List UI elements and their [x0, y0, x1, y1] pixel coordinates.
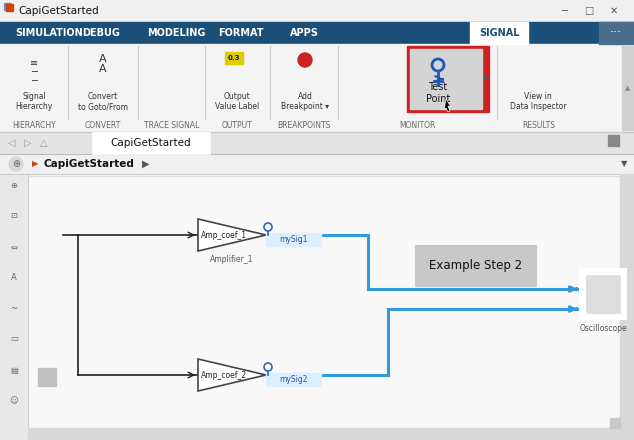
Text: RESULTS: RESULTS [522, 121, 555, 131]
Text: ⊡: ⊡ [11, 212, 18, 220]
Bar [0, 154, 634, 174]
Bar [612, 139, 615, 142]
Text: Amp_coef_1: Amp_coef_1 [201, 231, 247, 239]
Text: Output
Value Label: Output Value Label [215, 92, 259, 111]
Text: DEBUG: DEBUG [82, 28, 120, 38]
Text: ☺: ☺ [10, 396, 18, 406]
Bar [608, 143, 611, 146]
Text: BREAKPOINTS: BREAKPOINTS [277, 121, 331, 131]
Text: mySig2: mySig2 [279, 375, 307, 384]
Text: ⊕: ⊕ [11, 181, 18, 191]
Text: TRACE SIGNAL: TRACE SIGNAL [144, 121, 199, 131]
Text: ▼: ▼ [621, 159, 627, 169]
Bar [0, 22, 634, 44]
Text: MONITOR: MONITOR [399, 121, 436, 131]
Bar [4, 3, 11, 10]
Bar [225, 52, 243, 64]
Text: ≡
─
─: ≡ ─ ─ [30, 58, 38, 86]
Text: □: □ [585, 6, 593, 16]
Text: OUTPUT: OUTPUT [222, 121, 253, 131]
Bar [616, 139, 619, 142]
Bar [410, 49, 482, 109]
Bar [92, 132, 210, 154]
Text: CapiGetStarted: CapiGetStarted [44, 159, 135, 169]
Text: ⇔: ⇔ [11, 242, 18, 252]
Text: mySig1: mySig1 [279, 235, 307, 244]
Bar [28, 428, 620, 440]
Bar [612, 143, 615, 146]
Text: HIERARCHY: HIERARCHY [12, 121, 56, 131]
Text: ◁: ◁ [8, 138, 16, 148]
Text: SIGNAL: SIGNAL [479, 28, 519, 38]
Bar [266, 233, 321, 246]
Bar [599, 22, 634, 44]
Polygon shape [198, 359, 266, 391]
Bar [0, 132, 634, 154]
Text: ▶: ▶ [142, 159, 150, 169]
Text: ▭: ▭ [10, 334, 18, 344]
Bar [610, 418, 620, 428]
Text: Signal
Hierarchy: Signal Hierarchy [15, 92, 53, 111]
Text: Amplifier_1: Amplifier_1 [210, 255, 254, 264]
Text: 0.3: 0.3 [228, 55, 240, 61]
Text: ···: ··· [610, 26, 622, 40]
Bar [6, 4, 13, 11]
Polygon shape [198, 219, 266, 251]
Text: APPS: APPS [290, 28, 319, 38]
Text: ▶: ▶ [32, 159, 39, 169]
Text: ▾: ▾ [483, 74, 489, 84]
Text: ⊕: ⊕ [12, 159, 20, 169]
Bar [0, 174, 28, 440]
Text: FORMAT: FORMAT [218, 28, 264, 38]
Bar [622, 46, 634, 130]
Bar [407, 46, 489, 112]
Text: MODELING: MODELING [147, 28, 205, 38]
Bar [416, 246, 536, 286]
Text: Add
Breakpoint ▾: Add Breakpoint ▾ [281, 92, 329, 111]
Bar [266, 373, 321, 386]
Text: ─: ─ [561, 6, 567, 16]
Bar [0, 44, 634, 132]
Text: △: △ [40, 138, 48, 148]
Text: CapiGetStarted: CapiGetStarted [111, 138, 191, 148]
Text: Example Step 2: Example Step 2 [429, 260, 522, 272]
Circle shape [9, 157, 23, 171]
Text: ~: ~ [11, 304, 18, 313]
Text: View in
Data Inspector: View in Data Inspector [510, 92, 566, 111]
Polygon shape [444, 99, 451, 112]
Text: Test
Point: Test Point [426, 82, 450, 103]
Text: CONVERT: CONVERT [85, 121, 121, 131]
Circle shape [298, 53, 312, 67]
Bar [28, 174, 620, 428]
Text: Amp_coef_2: Amp_coef_2 [201, 370, 247, 379]
Bar [580, 269, 626, 319]
Bar [608, 135, 611, 138]
Bar [616, 135, 619, 138]
Text: ▷: ▷ [24, 138, 32, 148]
Bar [612, 135, 615, 138]
Text: SIMULATION: SIMULATION [15, 28, 83, 38]
Text: CapiGetStarted: CapiGetStarted [18, 6, 99, 16]
Bar [586, 275, 620, 313]
Text: A: A [11, 274, 17, 282]
Bar [620, 174, 634, 440]
Bar [0, 0, 634, 22]
Text: A
A: A A [99, 54, 107, 74]
Bar [38, 368, 56, 386]
Text: Convert
to Goto/From: Convert to Goto/From [78, 92, 128, 111]
Bar [608, 139, 611, 142]
Text: ✕: ✕ [610, 6, 618, 16]
Text: ▲: ▲ [625, 85, 631, 91]
Text: ▤: ▤ [10, 366, 18, 374]
Bar [616, 143, 619, 146]
Bar [470, 22, 528, 44]
Text: Oscilloscope: Oscilloscope [579, 324, 627, 333]
